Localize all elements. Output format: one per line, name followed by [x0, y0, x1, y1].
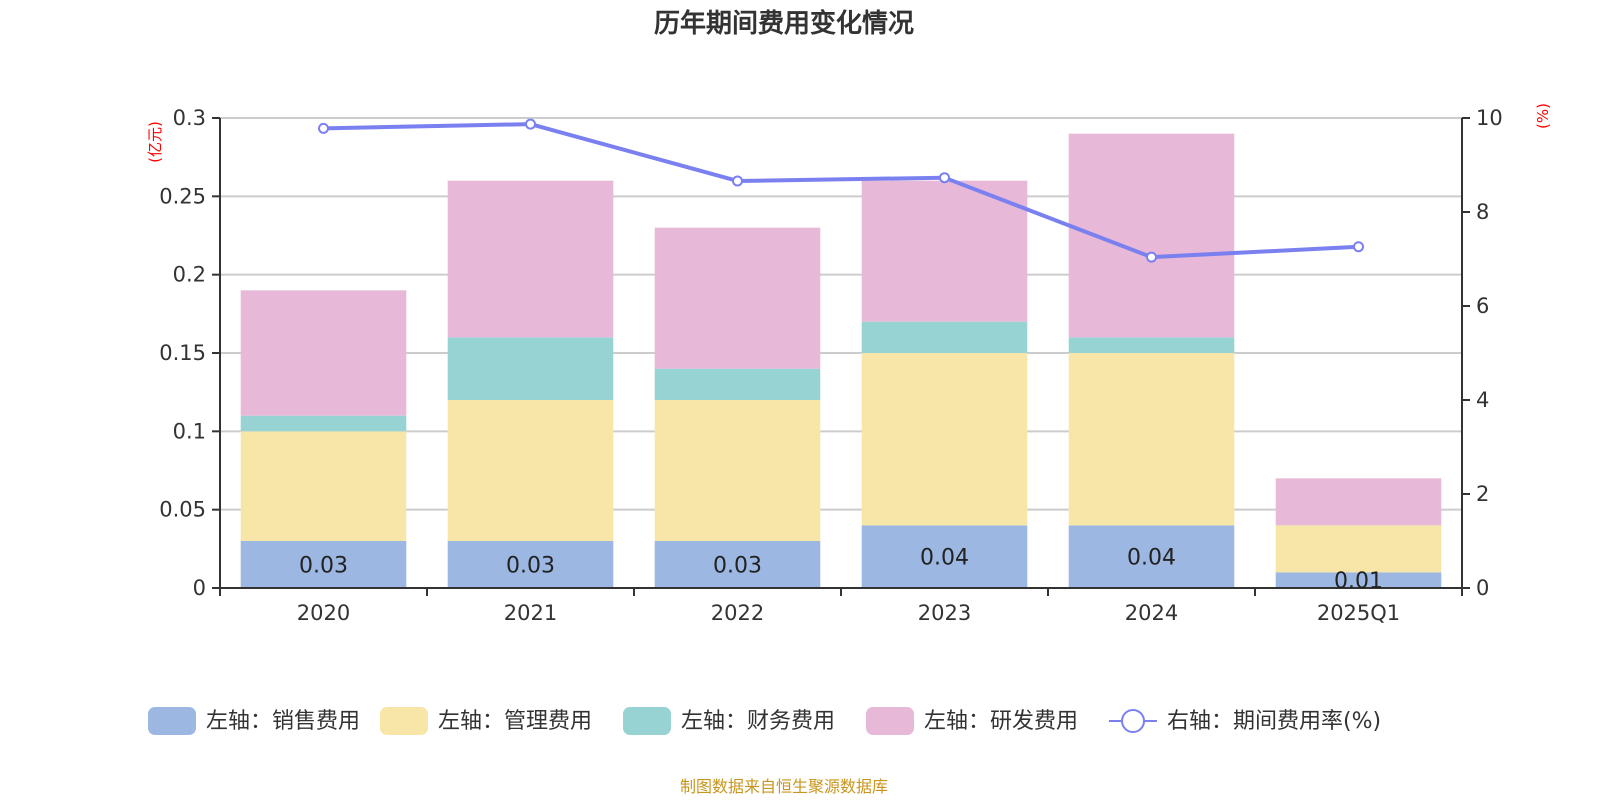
legend-label: 左轴：研发费用: [924, 709, 1078, 734]
bar-segment: [1275, 572, 1442, 588]
x-tick-label: 2025Q1: [1317, 601, 1400, 625]
bar-labels: 0.03 0.03 0.03 0.04 0.04 0.01: [299, 546, 1383, 595]
rate-line: [318, 118, 1364, 263]
x-tick-label: 2022: [711, 601, 764, 625]
source-note: 制图数据来自恒生聚源数据库: [680, 777, 888, 796]
left-tick-label: 0.05: [159, 498, 206, 522]
legend-circle-icon: [1121, 709, 1145, 733]
bar-segment: [654, 368, 821, 400]
legend-label: 左轴：管理费用: [438, 709, 592, 734]
bar-segment: [447, 180, 614, 338]
legend-swatch: [148, 707, 196, 735]
bar-value-label: 0.03: [506, 554, 555, 579]
bar-segment: [861, 180, 1028, 322]
left-tick-label: 0.15: [159, 341, 206, 365]
bar-segment: [240, 431, 407, 541]
rate-point: [1353, 241, 1364, 253]
bar-value-label: 0.04: [1127, 546, 1176, 571]
gridlines: [220, 117, 1462, 511]
legend-label: 左轴：财务费用: [681, 709, 835, 734]
right-tick-label: 0: [1476, 576, 1489, 600]
bar-segment: [1068, 337, 1235, 353]
axes: 0 0.05 0.1 0.15 0.2 0.25 0.3 0 2 4 6 8 10 2020 2021 202…: [159, 106, 1503, 625]
rate-point: [732, 175, 743, 187]
right-tick-label: 4: [1476, 388, 1489, 412]
left-tick-label: 0.3: [173, 106, 206, 130]
right-axis-unit: (%): [1534, 103, 1552, 129]
bar-value-label: 0.03: [713, 554, 762, 579]
legend-swatch: [380, 707, 428, 735]
legend-swatch: [866, 707, 914, 735]
bar-segment: [654, 400, 821, 541]
bar-value-label: 0.04: [920, 546, 969, 571]
bar-segment: [447, 337, 614, 400]
bar-segment: [654, 227, 821, 369]
right-tick-label: 6: [1476, 294, 1489, 318]
bar-segment: [240, 541, 407, 588]
legend-item: 右轴：期间费用率(%): [1109, 709, 1381, 734]
bar-segment: [861, 353, 1028, 526]
left-tick-label: 0.2: [173, 263, 206, 287]
legend-label: 左轴：销售费用: [206, 709, 360, 734]
x-tick-label: 2020: [297, 601, 350, 625]
bar-segment: [447, 541, 614, 588]
x-tick-label: 2024: [1125, 601, 1178, 625]
bar-value-label: 0.03: [299, 554, 348, 579]
bar-segment: [1275, 525, 1442, 573]
bar-segment: [654, 541, 821, 588]
legend-item: 左轴：管理费用: [380, 707, 592, 735]
legend-label: 右轴：期间费用率(%): [1167, 709, 1381, 734]
rate-point: [939, 172, 950, 184]
left-tick-label: 0.1: [173, 419, 206, 443]
legend: 左轴：销售费用 左轴：管理费用 左轴：财务费用 左轴：研发费用 右轴：期间费用率(%): [148, 707, 1381, 735]
rate-point: [1146, 251, 1157, 263]
bar-segment: [861, 525, 1028, 588]
bar-segment: [240, 415, 407, 432]
bar-segment: [1068, 525, 1235, 588]
bar-segment: [861, 321, 1028, 353]
bar-segment: [240, 290, 407, 416]
left-tick-label: 0: [193, 576, 206, 600]
legend-item: 左轴：研发费用: [866, 707, 1078, 735]
rate-point: [318, 122, 329, 134]
rate-point: [525, 118, 536, 130]
right-tick-label: 2: [1476, 482, 1489, 506]
bar-segment: [447, 400, 614, 541]
legend-item: 左轴：销售费用: [148, 707, 360, 735]
left-axis-unit: (亿元): [146, 121, 164, 163]
left-tick-label: 0.25: [159, 184, 206, 208]
right-tick-label: 8: [1476, 200, 1489, 224]
chart-title: 历年期间费用变化情况: [654, 8, 914, 39]
x-tick-label: 2023: [918, 601, 971, 625]
bars: [240, 133, 1442, 588]
right-tick-label: 10: [1476, 106, 1503, 130]
x-tick-label: 2021: [504, 601, 557, 625]
legend-item: 左轴：财务费用: [623, 707, 835, 735]
bar-segment: [1275, 478, 1442, 526]
legend-swatch: [623, 707, 671, 735]
bar-segment: [1068, 353, 1235, 526]
rate-line-path: [323, 122, 1359, 260]
bar-value-label: 0.01: [1334, 569, 1383, 594]
